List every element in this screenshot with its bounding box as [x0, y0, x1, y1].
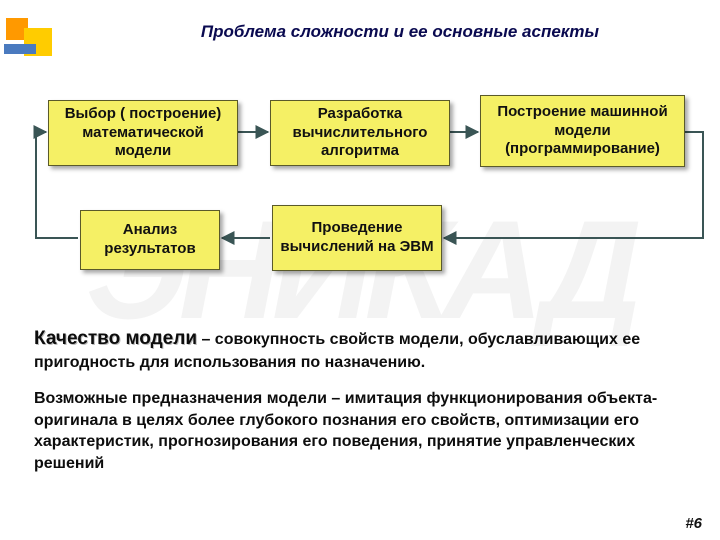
page-number: #6	[685, 515, 702, 532]
paragraph-purpose: Возможные предназначения модели – имитац…	[34, 388, 694, 474]
flowchart-node-n2: Разработка вычислительного алгоритма	[270, 100, 450, 166]
flowchart-node-n5: Проведение вычислений на ЭВМ	[272, 205, 442, 271]
flowchart-node-n1: Выбор ( построение) математической модел…	[48, 100, 238, 166]
quality-bold: Качество модели	[34, 328, 197, 349]
flowchart-node-n4: Анализ результатов	[80, 210, 220, 270]
slide-title: Проблема сложности и ее основные аспекты	[100, 22, 700, 42]
flowchart-node-n3: Построение машинной модели (программиров…	[480, 95, 685, 167]
paragraph-quality: Качество модели – совокупность свойств м…	[34, 326, 684, 373]
purpose-text: Возможные предназначения модели – имитац…	[34, 390, 657, 472]
